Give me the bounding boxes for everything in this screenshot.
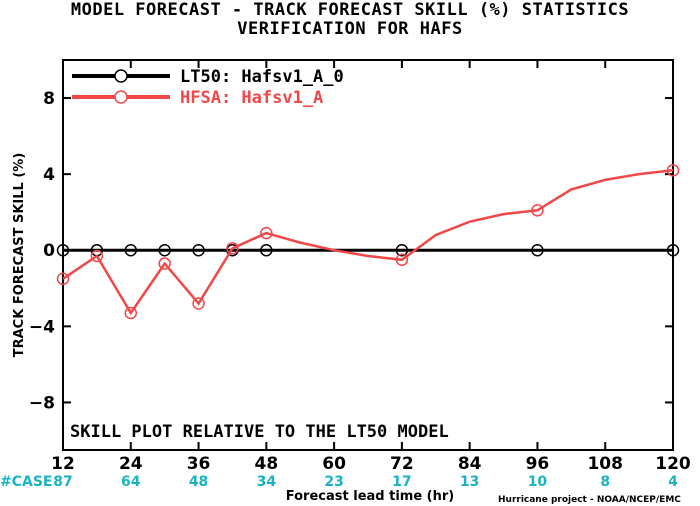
x-axis-title: Forecast lead time (hr) [286, 489, 454, 504]
case-count: 48 [189, 474, 208, 490]
legend: LT50: Hafsv1_A_0 HFSA: Hafsv1_A [72, 67, 344, 108]
legend-label-lt50: LT50: Hafsv1_A_0 [180, 67, 344, 87]
y-tick-label: 4 [43, 165, 55, 185]
series-point-1 [666, 164, 680, 177]
x-tick-label: 24 [119, 454, 143, 474]
case-count: 8 [600, 474, 610, 490]
y-tick-label: 0 [43, 241, 55, 261]
x-tick-label: 120 [655, 454, 691, 474]
x-tick-label: 84 [458, 454, 482, 474]
case-count: 13 [460, 474, 479, 490]
case-count: 64 [121, 474, 141, 490]
x-tick-label: 36 [187, 454, 211, 474]
x-axis: 12 24 36 48 60 72 84 96 108 120 [51, 60, 691, 474]
series-point-0 [531, 243, 544, 257]
x-tick-label: 60 [322, 454, 346, 474]
legend-marker-hfsa [114, 90, 128, 104]
case-label: #CASE [0, 474, 53, 490]
chart-title: MODEL FORECAST - TRACK FORECAST SKILL (%… [70, 0, 630, 20]
case-count: 34 [257, 474, 277, 490]
y-axis-title: TRACK FORECAST SKILL (%) [12, 153, 27, 358]
series-point-1 [90, 249, 104, 263]
series-point-1 [260, 226, 273, 240]
series-point-1 [124, 306, 138, 320]
y-tick-label: −8 [29, 393, 55, 413]
x-tick-label: 108 [587, 454, 623, 474]
series-point-0 [395, 243, 409, 257]
series-point-0 [158, 243, 171, 257]
series-point-0 [124, 243, 138, 257]
legend-label-hfsa: HFSA: Hafsv1_A [180, 88, 323, 108]
case-count: 17 [392, 474, 411, 490]
series-point-1 [531, 204, 544, 217]
series-point-0 [192, 243, 205, 257]
series-point-1 [158, 257, 171, 270]
case-count: 10 [528, 474, 548, 490]
case-counts: 87 64 48 34 23 17 13 10 8 4 [53, 474, 678, 490]
x-tick-label: 96 [526, 454, 550, 474]
series-point-0 [666, 243, 680, 257]
legend-marker-lt50 [114, 69, 128, 83]
credit-text: Hurricane project - NOAA/NCEP/EMC [498, 495, 681, 505]
chart-subtitle: VERIFICATION FOR HAFS [237, 19, 463, 39]
series-point-1 [192, 297, 205, 310]
series-point-0 [260, 243, 273, 257]
series-point-1 [226, 242, 239, 255]
x-tick-label: 72 [390, 454, 414, 474]
case-count: 23 [324, 474, 343, 490]
series-layer [56, 164, 680, 320]
series-point-1 [56, 272, 70, 286]
x-tick-label: 48 [254, 454, 278, 474]
y-tick-label: 8 [43, 89, 55, 109]
x-tick-label: 12 [51, 454, 75, 474]
skill-note: SKILL PLOT RELATIVE TO THE LT50 MODEL [70, 422, 449, 442]
series-line-1 [62, 169, 674, 316]
case-count: 4 [668, 474, 678, 490]
y-tick-label: −4 [29, 317, 55, 337]
case-count: 87 [53, 474, 72, 490]
series-point-0 [56, 243, 70, 257]
series-point-1 [395, 253, 409, 267]
